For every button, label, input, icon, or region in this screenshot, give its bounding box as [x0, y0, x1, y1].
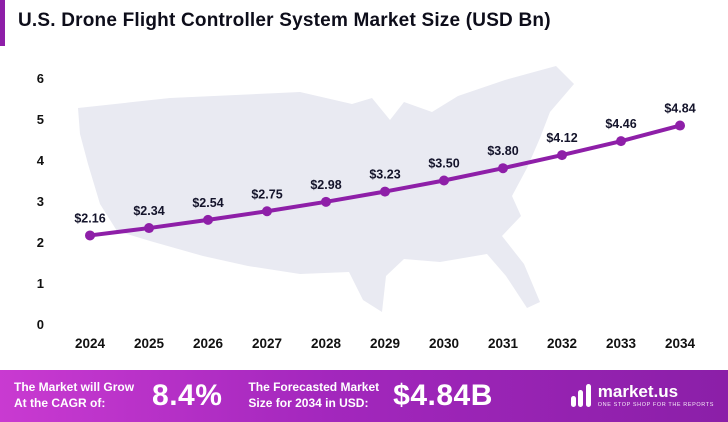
page-title: U.S. Drone Flight Controller System Mark… — [18, 10, 551, 31]
brand-tagline: ONE STOP SHOP FOR THE REPORTS — [597, 402, 714, 409]
data-point — [557, 150, 567, 161]
x-axis-year-label: 2034 — [665, 336, 696, 351]
y-axis-tick-label: 6 — [37, 71, 44, 86]
brand-name: market.us — [597, 382, 679, 402]
line-chart: 0 1 2 3 4 5 6 $2.16 2024 $2.34 2025 $2.54 2026 $2.75 2… — [37, 66, 696, 351]
data-point-label: $3.50 — [428, 157, 459, 171]
y-axis-tick-label: 2 — [37, 235, 44, 250]
data-point — [675, 120, 685, 131]
chart-header: U.S. Drone Flight Controller System Mark… — [0, 0, 728, 46]
x-axis-year-label: 2028 — [311, 336, 342, 351]
data-point-label: $2.54 — [192, 196, 223, 210]
y-axis-tick-label: 1 — [37, 276, 44, 291]
x-axis-year-label: 2024 — [75, 336, 106, 351]
cagr-label: The Market will Grow At the CAGR of: — [14, 380, 134, 411]
marketus-logo[interactable]: market.us ONE STOP SHOP FOR THE REPORTS — [570, 382, 714, 409]
data-point — [380, 186, 390, 197]
cagr-label-line1: The Market will Grow — [14, 380, 135, 395]
forecast-label: The Forecasted Market Size for 2034 in U… — [248, 380, 379, 411]
y-axis-tick-label: 4 — [37, 153, 45, 168]
us-map-background — [78, 66, 574, 312]
data-point — [321, 196, 331, 207]
x-axis-year-label: 2030 — [429, 336, 459, 351]
x-axis-year-label: 2033 — [606, 336, 637, 351]
data-point — [85, 230, 95, 241]
y-axis-tick-label: 0 — [37, 317, 44, 332]
cagr-label-line2: At the CAGR of: — [14, 396, 106, 410]
x-axis-year-label: 2027 — [252, 336, 282, 351]
x-axis-year-label: 2029 — [370, 336, 400, 351]
data-point-label: $3.23 — [369, 168, 400, 182]
cagr-value: 8.4% — [152, 379, 223, 412]
data-point-label: $4.46 — [605, 117, 636, 131]
accent-strip — [0, 0, 5, 46]
data-point-label: $3.80 — [487, 144, 518, 158]
x-axis-year-label: 2026 — [193, 336, 224, 351]
data-point-label: $2.75 — [251, 187, 282, 201]
data-point — [262, 206, 272, 217]
data-point-label: $4.84 — [664, 102, 695, 116]
x-axis-year-label: 2025 — [134, 336, 165, 351]
data-point-label: $2.16 — [74, 211, 105, 225]
data-point — [498, 163, 508, 174]
data-point — [144, 223, 154, 234]
forecast-label-line1: The Forecasted Market — [248, 380, 380, 395]
data-point — [439, 175, 449, 186]
marketus-logo-icon — [570, 383, 591, 409]
forecast-value: $4.84B — [393, 379, 493, 412]
x-axis-year-label: 2032 — [547, 336, 577, 351]
forecast-label-line2: Size for 2034 in USD: — [248, 396, 369, 410]
y-axis-tick-label: 5 — [37, 112, 44, 127]
data-point — [616, 136, 626, 147]
footer-banner: The Market will Grow At the CAGR of: 8.4… — [0, 370, 728, 422]
data-point-label: $2.34 — [133, 204, 164, 218]
y-axis-tick-label: 3 — [37, 194, 44, 209]
data-point-label: $2.98 — [310, 178, 341, 192]
data-point — [203, 214, 213, 225]
x-axis-year-label: 2031 — [488, 336, 519, 351]
data-point-label: $4.12 — [546, 131, 577, 145]
chart-area: 0 1 2 3 4 5 6 $2.16 2024 $2.34 2025 $2.54 2026 $2.75 2… — [0, 46, 728, 364]
